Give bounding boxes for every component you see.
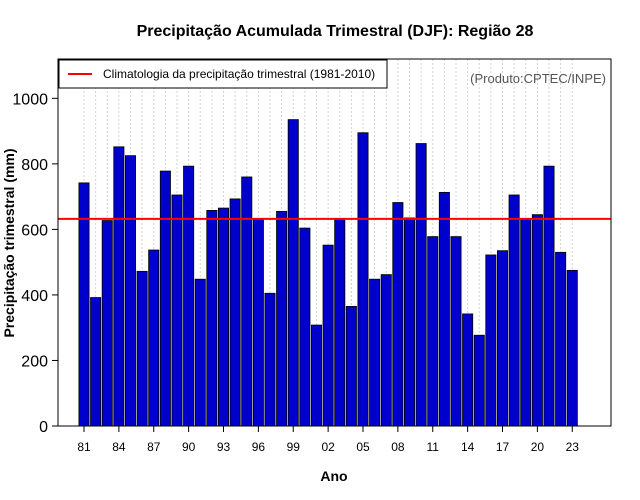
bar-2005 bbox=[357, 132, 369, 427]
bar-2007 bbox=[380, 274, 392, 427]
bar-1993 bbox=[217, 207, 229, 427]
x-tick-label: 23 bbox=[566, 440, 580, 454]
x-tick-label: 81 bbox=[77, 440, 91, 454]
bar-1987 bbox=[148, 249, 160, 427]
bar-1996 bbox=[252, 218, 264, 427]
bar-2016 bbox=[485, 254, 497, 427]
bar-2001 bbox=[310, 324, 322, 427]
x-tick-label: 14 bbox=[461, 440, 475, 454]
bar-1997 bbox=[264, 292, 276, 427]
bar-2022 bbox=[555, 251, 567, 427]
bar-2002 bbox=[322, 244, 334, 427]
x-tick-label: 11 bbox=[427, 440, 440, 454]
bar-2018 bbox=[508, 194, 520, 427]
bar-1998 bbox=[276, 210, 288, 427]
y-axis: 0 200 400 600 800 1000 bbox=[12, 91, 58, 436]
y-tick-label: 1000 bbox=[12, 91, 48, 108]
x-tick-label: 02 bbox=[321, 440, 335, 454]
y-tick-label: 0 bbox=[39, 419, 48, 436]
bar-2003 bbox=[334, 218, 346, 427]
bar-1994 bbox=[229, 198, 241, 427]
bar-1988 bbox=[159, 170, 171, 427]
legend: Climatologia da precipitação trimestral … bbox=[58, 59, 388, 89]
y-tick-label: 400 bbox=[21, 288, 48, 305]
x-tick-label: 99 bbox=[287, 440, 301, 454]
bars-layer bbox=[58, 119, 611, 427]
bar-2014 bbox=[462, 313, 474, 427]
bar-2015 bbox=[473, 334, 485, 427]
x-tick-label: 93 bbox=[217, 440, 231, 454]
chart-title: Precipitação Acumulada Trimestral (DJF):… bbox=[137, 23, 534, 40]
bar-1999 bbox=[287, 119, 299, 427]
x-tick-label: 05 bbox=[356, 440, 370, 454]
bar-2011 bbox=[427, 236, 439, 427]
bar-2006 bbox=[369, 278, 381, 427]
bar-2000 bbox=[299, 227, 311, 427]
bar-2020 bbox=[531, 214, 543, 427]
bar-2009 bbox=[403, 217, 415, 427]
bar-1982 bbox=[90, 297, 102, 427]
bar-2004 bbox=[345, 305, 357, 427]
bar-1985 bbox=[125, 155, 137, 427]
x-tick-label: 20 bbox=[531, 440, 545, 454]
legend-climatology-label: Climatologia da precipitação trimestral … bbox=[103, 67, 375, 81]
bar-2012 bbox=[438, 191, 450, 427]
x-tick-label: 90 bbox=[182, 440, 196, 454]
bar-1989 bbox=[171, 194, 183, 427]
bar-2008 bbox=[392, 202, 404, 427]
x-tick-label: 08 bbox=[391, 440, 405, 454]
bar-2019 bbox=[520, 219, 532, 427]
bar-2021 bbox=[543, 165, 555, 427]
legend-box bbox=[58, 59, 388, 89]
bar-1983 bbox=[101, 220, 113, 427]
plot-frame bbox=[57, 58, 612, 427]
x-tick-label: 17 bbox=[496, 440, 510, 454]
x-tick-label: 84 bbox=[112, 440, 126, 454]
y-tick-label: 600 bbox=[21, 222, 48, 239]
y-tick-label: 200 bbox=[21, 353, 48, 370]
y-tick-label: 800 bbox=[21, 157, 48, 174]
bar-1984 bbox=[113, 146, 125, 427]
x-tick-label: 87 bbox=[147, 440, 161, 454]
bar-2023 bbox=[566, 269, 578, 427]
bar-2013 bbox=[450, 236, 462, 427]
bar-1990 bbox=[183, 165, 195, 427]
bar-2017 bbox=[496, 250, 508, 427]
x-tick-label: 96 bbox=[252, 440, 266, 454]
x-axis-title: Ano bbox=[320, 468, 347, 484]
bar-1991 bbox=[194, 278, 206, 427]
bar-2010 bbox=[415, 143, 427, 427]
bar-1995 bbox=[241, 176, 253, 427]
x-axis: 81 84 87 90 93 96 99 02 05 08 11 14 17 20 23 bbox=[77, 426, 579, 454]
y-axis-title: Precipitação trimestral (mm) bbox=[1, 148, 17, 337]
bar-1992 bbox=[206, 209, 218, 427]
product-credit: (Produto:CPTEC/INPE) bbox=[470, 71, 606, 86]
bar-1986 bbox=[136, 270, 148, 427]
